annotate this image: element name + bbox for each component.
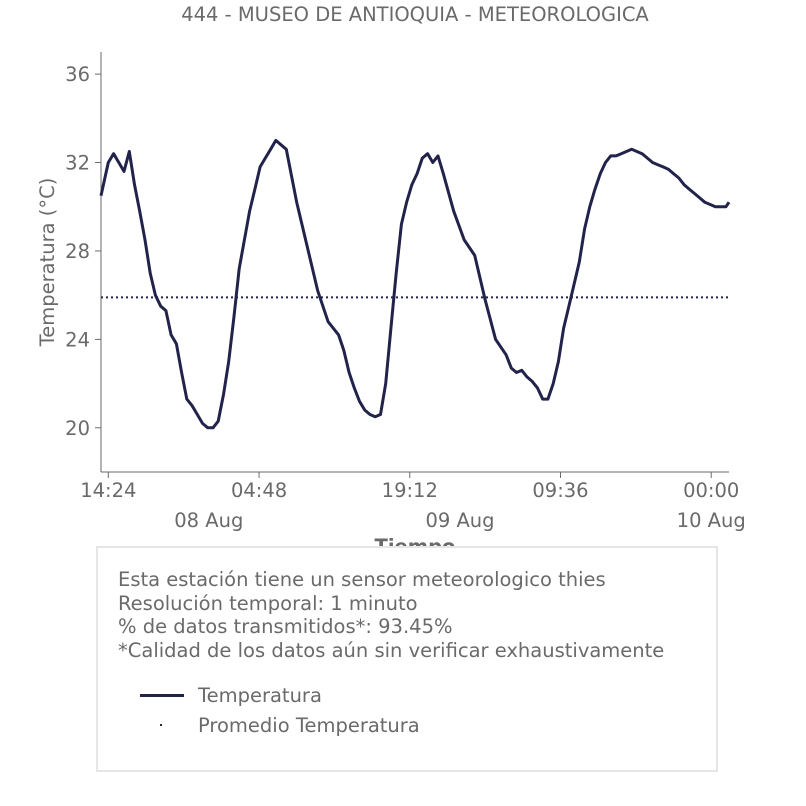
legend-swatch-line	[140, 693, 184, 697]
legend-swatch-dot	[140, 723, 184, 727]
y-ticks: 20 24 28 32 36	[65, 63, 101, 440]
y-tick-label: 20	[65, 417, 90, 440]
series-temperatura-line	[99, 138, 731, 430]
x-tick-label: 14:24	[80, 479, 136, 502]
info-lines: Esta estación tiene un sensor meteorolog…	[118, 568, 664, 662]
x-date-label: 10 Aug	[677, 509, 746, 532]
x-tick-label: 09:36	[532, 479, 588, 502]
y-tick-label: 32	[65, 152, 90, 175]
date-labels: 08 Aug 09 Aug 10 Aug	[174, 509, 745, 532]
x-ticks: 14:24 04:48 19:12 09:36 00:00	[80, 472, 739, 502]
x-date-label: 09 Aug	[425, 509, 494, 532]
legend: Temperatura Promedio Temperatura	[140, 680, 420, 740]
info-line-resolution: Resolución temporal: 1 minuto	[118, 591, 418, 615]
info-line-sensor: Esta estación tiene un sensor meteorolog…	[118, 568, 606, 591]
info-box: Esta estación tiene un sensor meteorolog…	[96, 546, 718, 772]
legend-label-temperatura: Temperatura	[198, 683, 322, 707]
x-date-label: 08 Aug	[174, 509, 243, 532]
x-tick-label: 04:48	[231, 479, 287, 502]
x-tick-label: 00:00	[683, 479, 739, 502]
legend-item-temperatura: Temperatura	[140, 680, 420, 710]
info-line-transmitted: % de datos transmitidos*: 93.45%	[118, 615, 453, 638]
x-tick-label: 19:12	[382, 479, 438, 502]
chart-title: 444 - MUSEO DE ANTIOQUIA - METEOROLOGICA	[181, 3, 649, 26]
y-tick-label: 28	[65, 240, 90, 263]
y-axis-label: Temperatura (°C)	[36, 178, 59, 348]
info-line-quality: *Calidad de los datos aún sin verificar …	[118, 638, 665, 662]
y-tick-label: 24	[65, 328, 90, 351]
legend-label-promedio: Promedio Temperatura	[198, 713, 420, 737]
legend-item-promedio: Promedio Temperatura	[140, 710, 420, 740]
y-tick-label: 36	[65, 63, 90, 86]
